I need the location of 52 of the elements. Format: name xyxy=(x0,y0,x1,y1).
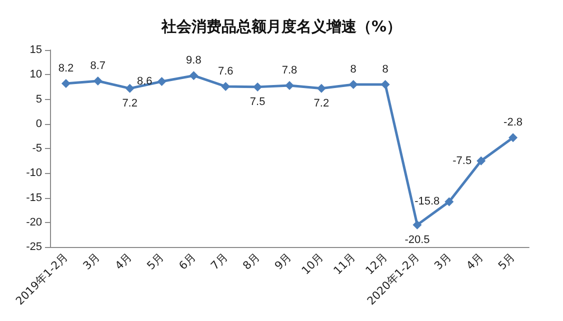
point xyxy=(348,80,358,89)
y-tick-label: -10 xyxy=(26,167,42,180)
x-tick-label: 4月 xyxy=(464,250,486,272)
x-tick-label: 11月 xyxy=(331,250,358,278)
data-label: 7.2 xyxy=(122,97,138,110)
point xyxy=(93,76,102,86)
data-label: 8.2 xyxy=(58,62,74,74)
point xyxy=(61,78,70,88)
x-tick-label: 3月 xyxy=(80,250,102,272)
point xyxy=(316,84,326,93)
y-tick-label: 5 xyxy=(36,93,42,106)
data-label: 8.7 xyxy=(90,60,106,72)
data-label: 8 xyxy=(350,63,356,76)
chart-title: 社会消费品总额月度名义增速（%） xyxy=(160,18,402,36)
point xyxy=(125,84,134,93)
x-tick-label: 5月 xyxy=(144,250,166,272)
data-label: -20.5 xyxy=(404,234,430,246)
x-tick-label: 4月 xyxy=(112,250,134,272)
x-tick-label: 12月 xyxy=(363,250,390,278)
y-tick-label: -5 xyxy=(32,142,42,154)
data-label: 8 xyxy=(382,63,388,76)
x-tick-label: 7月 xyxy=(208,250,230,272)
point xyxy=(444,197,454,206)
data-label: 7.6 xyxy=(218,65,234,78)
point xyxy=(380,80,390,89)
data-label: 7.2 xyxy=(314,97,330,110)
data-label: 7.8 xyxy=(282,64,298,76)
x-tick-label: 9月 xyxy=(272,250,294,272)
point xyxy=(285,80,294,90)
x-tick-label: 3月 xyxy=(432,250,454,272)
y-tick-label: -20 xyxy=(26,216,42,228)
x-tick-label: 5月 xyxy=(496,250,518,272)
y-tick-label: 10 xyxy=(30,68,42,81)
point xyxy=(508,133,518,142)
x-tick-label: 8月 xyxy=(240,250,262,272)
y-tick-label: 0 xyxy=(36,118,42,130)
point xyxy=(157,77,166,86)
data-label: 9.8 xyxy=(186,54,202,67)
point xyxy=(253,82,262,92)
y-tick-label: -15 xyxy=(26,192,42,204)
point xyxy=(412,220,422,230)
data-label: -7.5 xyxy=(452,154,472,167)
y-tick-label: -25 xyxy=(26,241,42,253)
data-label: 8.6 xyxy=(136,76,152,88)
y-tick-label: 15 xyxy=(30,44,42,56)
data-label: 7.5 xyxy=(250,96,266,108)
x-tick-label: 6月 xyxy=(176,250,198,272)
point xyxy=(189,71,198,80)
data-label: -15.8 xyxy=(414,196,440,208)
point xyxy=(476,156,486,166)
x-tick-label: 10月 xyxy=(299,250,326,278)
data-label: -2.8 xyxy=(504,116,523,129)
